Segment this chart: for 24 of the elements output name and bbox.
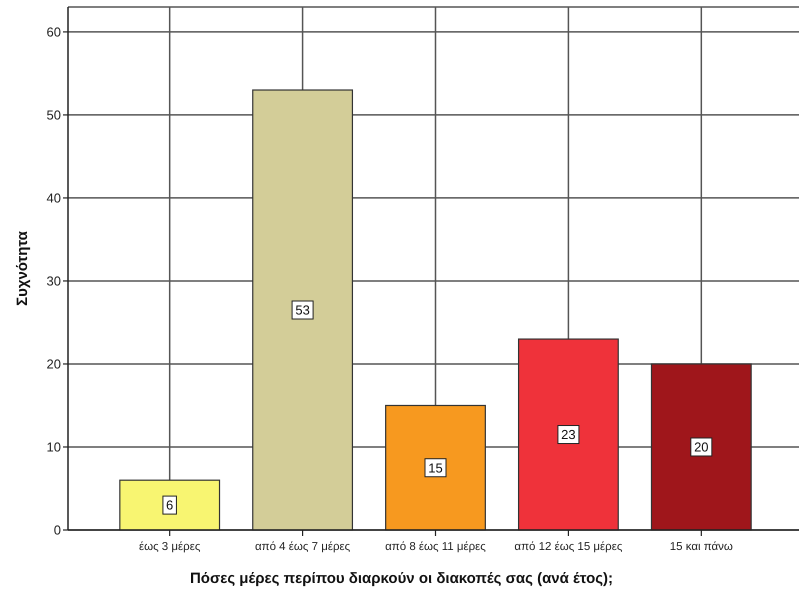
data-label: 15 [428,460,443,476]
x-axis-title: Πόσες μέρες περίπου διαρκούν οι διακοπές σας (ανά έτος); [190,570,614,587]
x-tick-label: από 4 έως 7 μέρες [255,541,351,553]
x-tick-label: από 8 έως 11 μέρες [385,541,486,553]
data-label: 23 [561,427,576,442]
x-tick-label: 15 και πάνω [670,541,733,553]
y-tick-label: 10 [46,440,61,455]
bar [119,480,220,531]
y-tick-label: 50 [46,107,61,122]
y-axis-title: Συχνότητα [14,230,31,306]
bar [385,404,486,531]
bar [252,89,354,531]
x-tick-label: έως 3 μέρες [138,541,201,553]
bar [650,363,752,531]
data-label: 53 [295,302,310,318]
x-tick-label: από 12 έως 15 μέρες [514,541,623,553]
y-tick-label: 60 [46,24,61,40]
bar [518,338,619,531]
y-tick-label: 0 [54,522,61,538]
data-label: 6 [166,498,174,513]
y-tick-label: 30 [46,274,61,288]
data-label: 20 [694,440,709,455]
y-tick-label: 20 [46,356,61,372]
y-tick-label: 40 [46,190,61,206]
